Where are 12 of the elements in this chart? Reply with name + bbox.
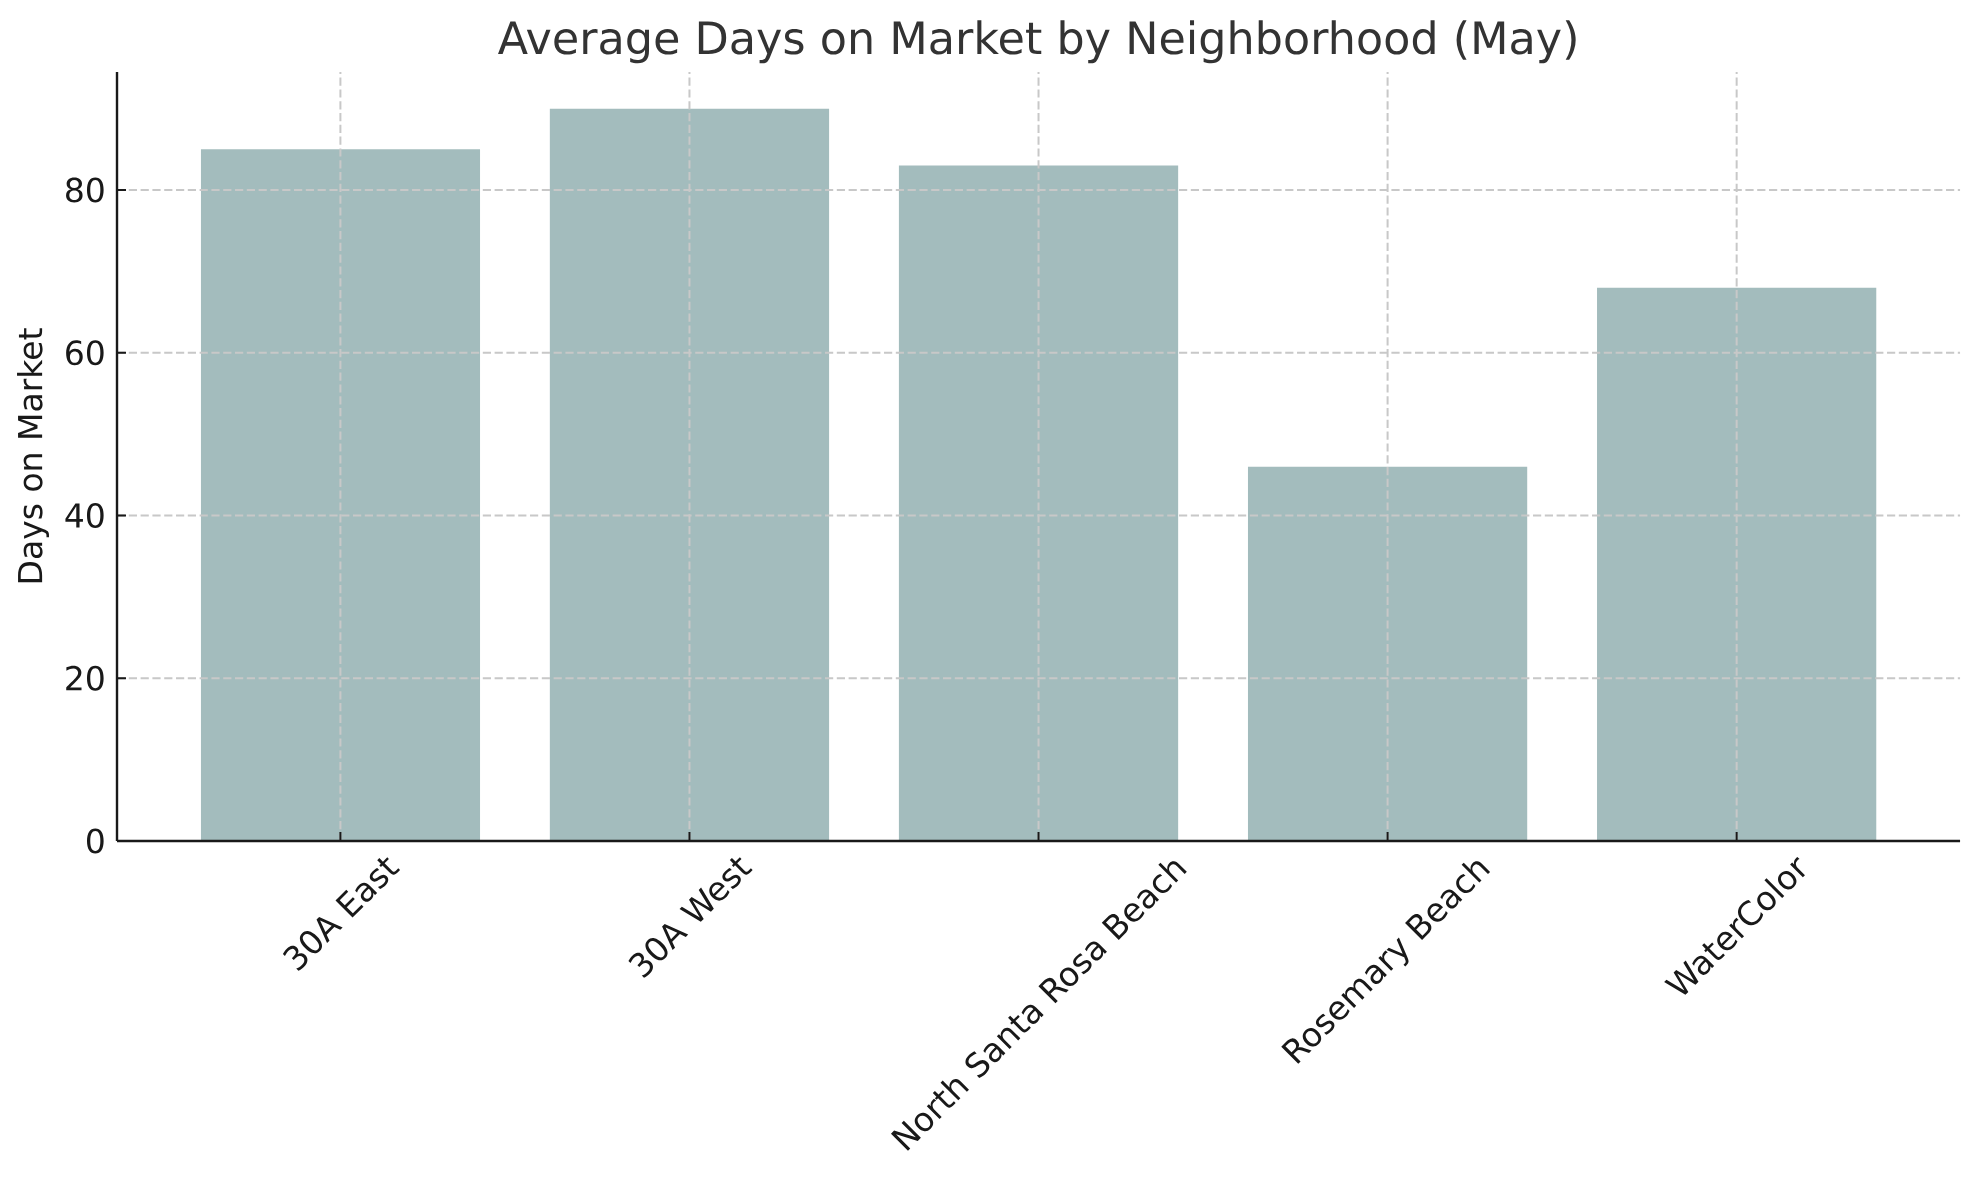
bar — [549, 108, 830, 841]
bar — [1247, 466, 1528, 841]
chart-title: Average Days on Market by Neighborhood (May) — [498, 20, 1576, 64]
bar — [1597, 287, 1877, 841]
y-tick-label: 60 — [66, 340, 104, 366]
y-tick-label: 0 — [86, 828, 104, 854]
y-tick-label: 80 — [66, 177, 104, 203]
bar — [898, 165, 1179, 841]
y-axis-title: Days on Market — [17, 328, 49, 583]
bar — [200, 149, 481, 841]
y-tick-label: 40 — [65, 503, 104, 528]
y-tick-label: 20 — [66, 665, 104, 691]
